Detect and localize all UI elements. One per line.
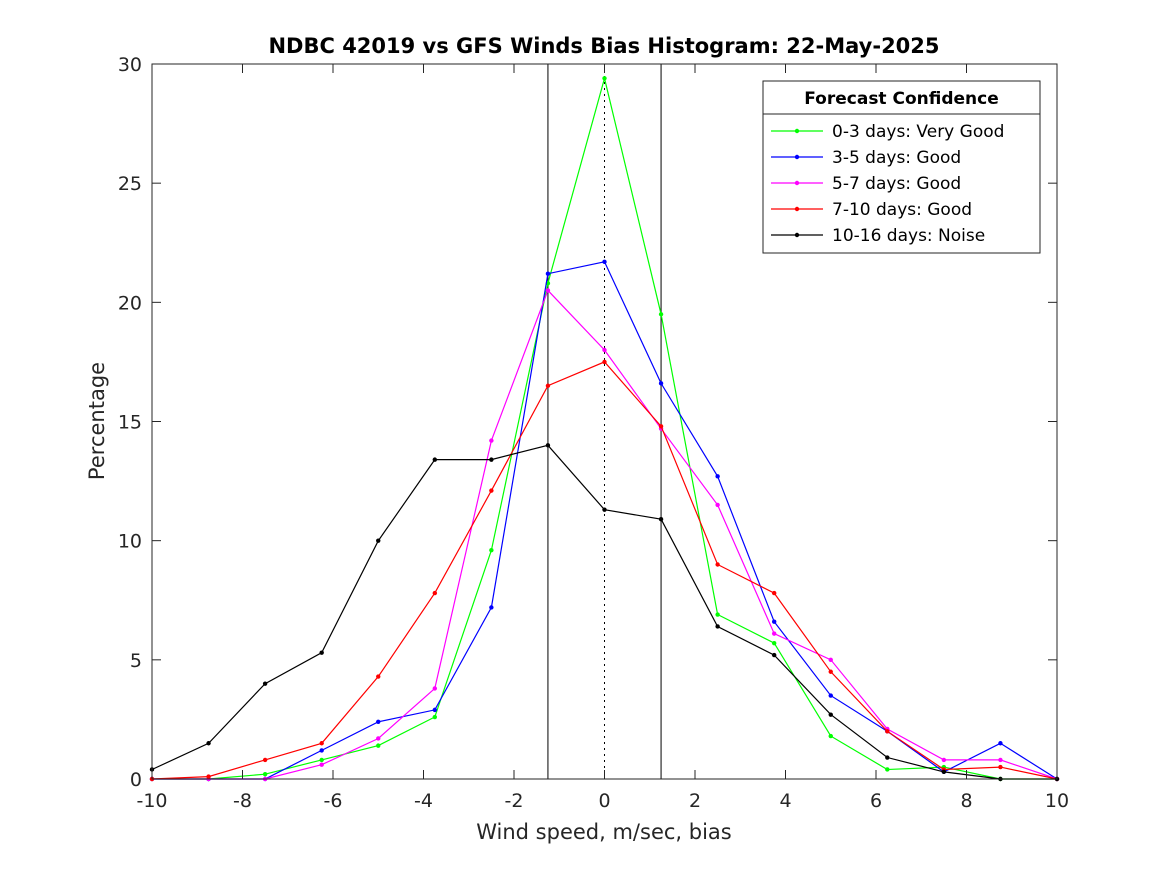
data-point bbox=[715, 474, 720, 479]
data-point bbox=[432, 590, 438, 596]
data-point bbox=[432, 714, 438, 720]
x-tick-label: 4 bbox=[779, 790, 791, 812]
data-point bbox=[885, 767, 890, 772]
data-point bbox=[489, 605, 494, 610]
data-point bbox=[545, 288, 551, 293]
data-point bbox=[998, 757, 1003, 763]
data-point bbox=[771, 631, 777, 636]
data-point bbox=[715, 562, 720, 567]
data-point bbox=[658, 312, 664, 317]
plot-area bbox=[149, 64, 1060, 782]
x-tick-label: 8 bbox=[960, 790, 972, 812]
data-point bbox=[262, 772, 268, 777]
data-point bbox=[658, 381, 664, 386]
x-tick-label: -8 bbox=[233, 790, 252, 812]
legend-marker bbox=[794, 154, 800, 160]
x-tick-label: -6 bbox=[324, 790, 343, 812]
data-point bbox=[319, 650, 324, 655]
data-point bbox=[771, 590, 777, 596]
y-tick-label: 25 bbox=[118, 173, 142, 195]
legend-box bbox=[762, 80, 1041, 254]
y-tick-label: 30 bbox=[118, 54, 142, 76]
x-tick-label: 10 bbox=[1045, 790, 1069, 812]
data-point bbox=[319, 741, 324, 746]
x-tick-label: -4 bbox=[414, 790, 433, 812]
y-tick-label: 10 bbox=[118, 531, 142, 553]
y-tick-label: 0 bbox=[130, 769, 142, 791]
data-point bbox=[602, 76, 607, 81]
y-axis-label: Percentage bbox=[85, 362, 109, 480]
data-point bbox=[715, 624, 720, 629]
data-point bbox=[941, 769, 947, 775]
data-point bbox=[941, 757, 947, 763]
data-point bbox=[658, 517, 664, 522]
x-tick-label: 0 bbox=[598, 790, 610, 812]
data-point bbox=[376, 674, 381, 679]
axes: -10 -8 -6 -4 -2 0 2 4 6 8 10 0 5 10 15 20 25 30 bbox=[118, 54, 1069, 812]
data-point bbox=[489, 488, 494, 493]
data-point bbox=[771, 652, 777, 658]
data-point bbox=[771, 619, 777, 624]
data-point bbox=[602, 359, 607, 365]
x-axis-label: Wind speed, m/sec, bias bbox=[476, 820, 732, 844]
data-point bbox=[262, 681, 268, 686]
data-point bbox=[376, 538, 381, 543]
x-tick-label: -2 bbox=[505, 790, 524, 812]
legend-marker bbox=[794, 180, 800, 186]
data-point bbox=[432, 686, 438, 691]
data-point bbox=[206, 774, 211, 779]
data-point bbox=[432, 457, 438, 462]
data-point bbox=[376, 743, 381, 748]
chart-title: NDBC 42019 vs GFS Winds Bias Histogram: … bbox=[268, 34, 939, 58]
legend-label: 0-3 days: Very Good bbox=[832, 122, 1004, 142]
legend-marker bbox=[794, 206, 800, 212]
data-point bbox=[376, 736, 381, 741]
legend-title: Forecast Confidence bbox=[804, 89, 999, 109]
data-point bbox=[602, 347, 607, 353]
data-point bbox=[828, 669, 833, 674]
data-point bbox=[432, 707, 438, 713]
data-point bbox=[545, 443, 551, 448]
data-point bbox=[489, 438, 494, 443]
data-point bbox=[828, 693, 833, 698]
data-point bbox=[885, 729, 890, 734]
data-point bbox=[545, 271, 551, 276]
data-point bbox=[658, 424, 664, 429]
data-point bbox=[828, 657, 833, 663]
data-point bbox=[715, 502, 720, 508]
data-point bbox=[885, 755, 890, 760]
x-tick-label: 2 bbox=[689, 790, 701, 812]
legend-marker bbox=[794, 128, 800, 134]
data-point bbox=[771, 640, 777, 646]
legend-marker bbox=[794, 232, 800, 238]
data-point bbox=[206, 741, 211, 746]
data-point bbox=[319, 748, 324, 753]
legend: Forecast Confidence 0-3 days: Very Good 3-… bbox=[762, 80, 1041, 254]
data-point bbox=[715, 612, 720, 617]
data-point bbox=[998, 741, 1003, 746]
y-tick-label: 15 bbox=[118, 412, 142, 434]
legend-label: 5-7 days: Good bbox=[832, 174, 961, 194]
data-point bbox=[602, 507, 607, 512]
data-point bbox=[602, 259, 607, 265]
data-point bbox=[319, 762, 324, 767]
x-tick-label: -10 bbox=[136, 790, 167, 812]
data-point bbox=[319, 757, 324, 763]
y-tick-label: 5 bbox=[130, 650, 142, 672]
legend-label: 10-16 days: Noise bbox=[832, 226, 985, 246]
data-point bbox=[262, 757, 268, 763]
data-point bbox=[828, 712, 833, 717]
data-point bbox=[828, 733, 833, 739]
y-tick-label: 20 bbox=[118, 292, 142, 314]
data-point bbox=[545, 383, 551, 388]
data-point bbox=[376, 719, 381, 724]
x-tick-label: 6 bbox=[870, 790, 882, 812]
data-point bbox=[998, 764, 1003, 770]
data-point bbox=[489, 548, 494, 553]
legend-label: 3-5 days: Good bbox=[832, 148, 961, 168]
data-point bbox=[489, 457, 494, 462]
legend-label: 7-10 days: Good bbox=[832, 200, 972, 220]
